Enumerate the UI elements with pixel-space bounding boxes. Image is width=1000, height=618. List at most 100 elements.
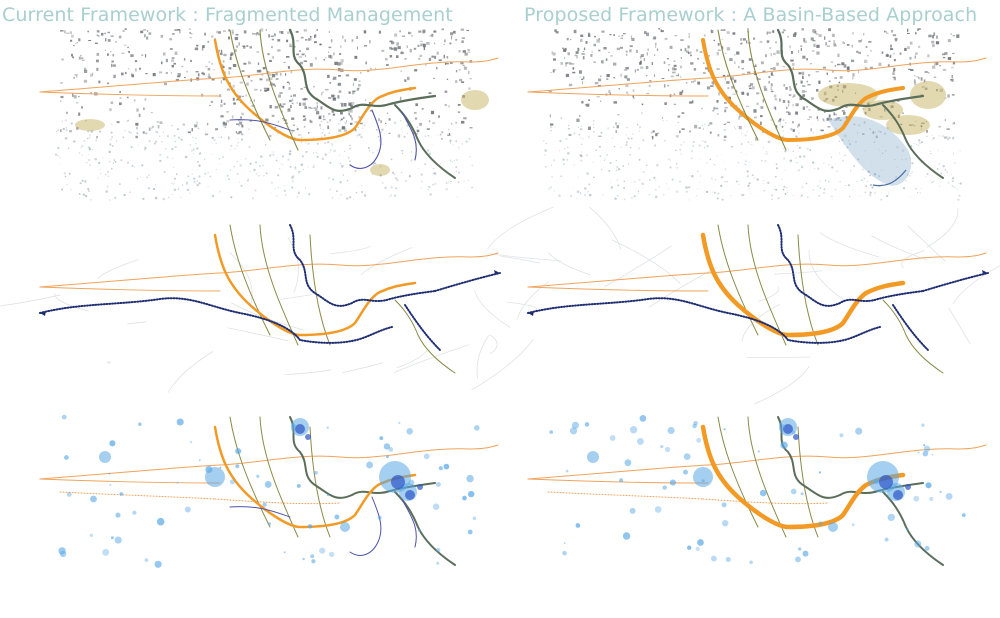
urban-parcel [716, 52, 719, 56]
coastal-marsh-dot [222, 124, 225, 127]
basin-road [213, 38, 417, 142]
urban-parcel [831, 33, 835, 37]
coastal-marsh-dot [593, 176, 595, 179]
urban-parcel [352, 82, 355, 87]
coastal-marsh-dot [809, 149, 812, 151]
urban-parcel [121, 52, 125, 54]
urban-parcel [890, 105, 894, 109]
urban-parcel [608, 89, 611, 93]
urban-parcel [920, 125, 923, 128]
urban-parcel [646, 52, 648, 56]
river-olive-a [229, 224, 271, 336]
coastal-marsh-dot [864, 149, 866, 152]
population-bubble-small [721, 502, 727, 508]
coastal-marsh-dot [410, 151, 413, 153]
urban-parcel [577, 47, 580, 52]
urban-parcel [279, 103, 282, 107]
coastal-marsh-dot [159, 153, 162, 156]
coastal-marsh-dot [275, 159, 278, 161]
urban-parcel [655, 133, 658, 137]
river-dark [882, 104, 944, 179]
urban-parcel [568, 133, 572, 136]
population-bubble-small [667, 426, 675, 435]
urban-parcel [653, 36, 657, 39]
urban-parcel [740, 38, 742, 41]
urban-parcel [286, 39, 289, 43]
urban-parcel [717, 134, 720, 137]
urban-parcel [895, 39, 897, 42]
urban-parcel [340, 102, 344, 104]
coastal-marsh-dot [662, 193, 665, 196]
coastal-marsh-dot [585, 154, 588, 157]
minor-road [952, 265, 1000, 305]
urban-parcel [238, 95, 241, 98]
population-bubble-small [906, 528, 909, 531]
urban-parcel [932, 35, 934, 39]
urban-parcel [847, 70, 850, 73]
coastal-marsh-dot [87, 190, 90, 192]
highway-south-2 [214, 498, 341, 505]
urban-parcel [222, 30, 227, 32]
coastal-marsh-dot [625, 134, 627, 135]
population-bubble-small [697, 539, 704, 546]
urban-parcel [274, 33, 276, 37]
coastal-marsh-dot [775, 188, 778, 191]
coastal-marsh-dot [905, 158, 907, 161]
coastal-marsh-dot [154, 184, 156, 186]
urban-parcel [461, 81, 465, 83]
coastal-marsh-dot [924, 160, 925, 162]
coastal-marsh-dot [436, 134, 438, 136]
population-bubble-small [549, 430, 553, 434]
urban-parcel [618, 88, 620, 90]
urban-parcel [290, 95, 293, 97]
population-bubble-small [156, 517, 165, 526]
coastal-marsh-dot [449, 142, 452, 144]
population-bubble-small [569, 427, 578, 435]
urban-parcel [813, 43, 816, 47]
coastal-marsh-dot [616, 178, 619, 181]
urban-parcel [598, 38, 600, 40]
coastal-marsh-dot [929, 180, 931, 181]
urban-parcel [550, 123, 554, 126]
urban-parcel [275, 72, 278, 76]
urban-parcel [298, 56, 303, 58]
urban-parcel [927, 72, 930, 74]
coastal-marsh-dot [671, 178, 674, 181]
urban-parcel [668, 64, 670, 66]
coastal-marsh-dot [721, 198, 724, 201]
urban-parcel [730, 76, 734, 81]
coastal-marsh-dot [264, 143, 267, 146]
urban-parcel [384, 122, 387, 124]
coastal-marsh-dot [439, 133, 442, 136]
coastal-marsh-dot [105, 190, 108, 193]
urban-parcel [282, 103, 286, 105]
urban-parcel [630, 35, 633, 39]
urban-parcel [467, 49, 470, 51]
minor-road [229, 252, 253, 307]
coastal-marsh-dot [300, 141, 303, 143]
coastal-marsh-dot [783, 185, 786, 188]
coastal-marsh-dot [578, 133, 581, 136]
urban-parcel [802, 75, 804, 79]
urban-parcel [230, 52, 234, 56]
population-bubble-small [154, 560, 162, 568]
urban-parcel [144, 54, 147, 58]
urban-parcel [127, 50, 130, 53]
minor-road [516, 281, 549, 320]
urban-parcel [690, 54, 692, 57]
urban-parcel [573, 29, 577, 34]
coastal-marsh-dot [221, 155, 225, 159]
coastal-marsh-dot [787, 148, 789, 150]
coastal-marsh-dot [368, 150, 371, 152]
urban-parcel [801, 90, 806, 93]
urban-parcel [265, 118, 269, 122]
urban-parcel [785, 87, 788, 90]
coastal-marsh-dot [88, 137, 91, 139]
coastal-marsh-dot [441, 131, 444, 134]
urban-parcel [232, 97, 235, 101]
urban-parcel [397, 134, 401, 138]
coastal-marsh-dot [580, 159, 583, 162]
coastal-marsh-dot [338, 123, 340, 125]
urban-parcel [328, 97, 332, 99]
coastal-marsh-dot [750, 192, 752, 194]
